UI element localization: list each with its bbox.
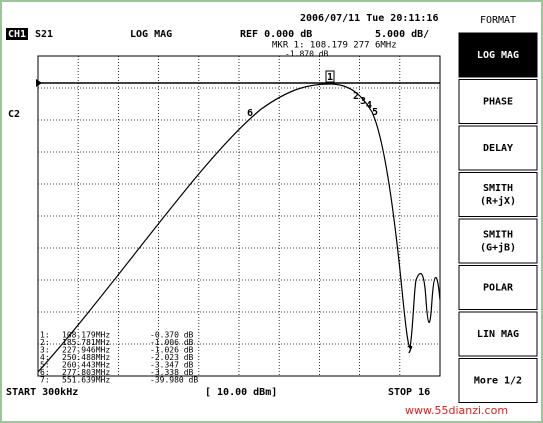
channel: CH1 — [8, 29, 26, 40]
softkey-button[interactable] — [458, 218, 538, 264]
format: LOG MAG — [130, 29, 172, 40]
marker-table-cell: 6: — [40, 368, 50, 377]
marker-delta: -1.870 dB — [285, 50, 329, 59]
marker-table-cell: 277.803MHz — [62, 368, 110, 377]
marker-label: 3 — [360, 96, 366, 107]
reference-arrow — [36, 79, 42, 87]
softkey-label[interactable]: LOG MAG — [477, 50, 519, 61]
softkey[interactable]: DELAY — [458, 125, 538, 171]
softkey[interactable]: SMITH(G+jB) — [458, 218, 538, 264]
softkey-label[interactable]: (R+jX) — [480, 195, 516, 207]
channel-box — [6, 28, 28, 40]
softkey-label[interactable]: SMITH — [483, 230, 513, 241]
softkey-button[interactable] — [458, 265, 538, 310]
softkey-button[interactable] — [458, 125, 538, 171]
marker-table-cell: -1.006 dB — [150, 338, 194, 347]
marker-label: 4 — [366, 100, 372, 111]
marker-table-cell: -2.023 dB — [150, 353, 194, 362]
marker-label: 6 — [247, 108, 253, 119]
softkey[interactable]: More 1/2 — [458, 358, 538, 403]
watermark: www.55dianzi.com — [405, 404, 508, 417]
softkey[interactable]: SMITH(R+jX) — [458, 172, 538, 217]
marker-table-cell: 227.946MHz — [62, 346, 110, 355]
marker-table-cell: 7: — [40, 376, 50, 385]
softkey-button[interactable] — [458, 358, 538, 403]
marker-table-cell: 108.179MHz — [62, 331, 110, 340]
softkey-button[interactable] — [458, 311, 538, 357]
softkey-label[interactable]: PHASE — [483, 97, 513, 108]
marker-table-cell: 1: — [40, 331, 50, 340]
marker-table-cell: 4: — [40, 353, 50, 362]
datetime: 2006/07/11 Tue 20:11:16 — [300, 13, 438, 24]
channel-label: C2 — [8, 109, 20, 120]
grid — [38, 56, 440, 376]
marker-table-cell: 3: — [40, 346, 50, 355]
marker-table-cell: 551.639MHz — [62, 376, 110, 385]
marker-table-cell: 5: — [40, 361, 50, 370]
softkey[interactable]: LIN MAG — [458, 311, 538, 357]
softkey-label[interactable]: (G+jB) — [480, 242, 516, 254]
marker-label: 5 — [372, 107, 378, 118]
marker-label: 2 — [353, 91, 359, 102]
softkey[interactable]: PHASE — [458, 79, 538, 124]
marker-table-cell: -39.980 dB — [150, 376, 198, 385]
plot-border — [37, 55, 441, 377]
marker-box — [325, 70, 335, 83]
marker-table-cell: 2: — [40, 338, 50, 347]
marker-readout: MKR 1: 108.179 277 6MHz — [272, 41, 397, 51]
marker-table-cell: -3.338 dB — [150, 368, 194, 377]
marker-table-cell: 185.781MHz — [62, 338, 110, 347]
marker-label: 1 — [327, 72, 333, 83]
softkey-label[interactable]: LIN MAG — [477, 329, 519, 340]
softkey[interactable]: POLAR — [458, 265, 538, 310]
softkey-label[interactable]: More 1/2 — [474, 376, 522, 387]
marker-table-cell: -0.370 dB — [150, 331, 194, 340]
softkey-button[interactable] — [458, 32, 538, 78]
softkey-label[interactable]: POLAR — [483, 283, 514, 294]
marker-label: 7 — [407, 345, 413, 356]
softkey-label[interactable]: DELAY — [483, 143, 513, 154]
marker-table-cell: 260.443MHz — [62, 361, 110, 370]
softkey-label[interactable]: SMITH — [483, 183, 513, 194]
marker-table-cell: 250.488MHz — [62, 353, 110, 362]
source-power: [ 10.00 dBm] — [205, 387, 277, 398]
reference: REF 0.000 dB — [240, 29, 312, 40]
trace — [37, 83, 441, 373]
marker-table-cell: -3.347 dB — [150, 361, 194, 370]
marker-table-cell: -1.026 dB — [150, 346, 194, 355]
stop-frequency: STOP 16 — [388, 387, 430, 398]
softkey-button[interactable] — [458, 79, 538, 124]
softkey[interactable]: LOG MAG — [458, 32, 538, 78]
menu-title: FORMAT — [480, 15, 516, 26]
start-frequency: START 300kHz — [6, 387, 78, 398]
parameter: S21 — [35, 29, 53, 40]
softkey-button[interactable] — [458, 172, 538, 217]
scale: 5.000 dB/ — [375, 29, 429, 40]
